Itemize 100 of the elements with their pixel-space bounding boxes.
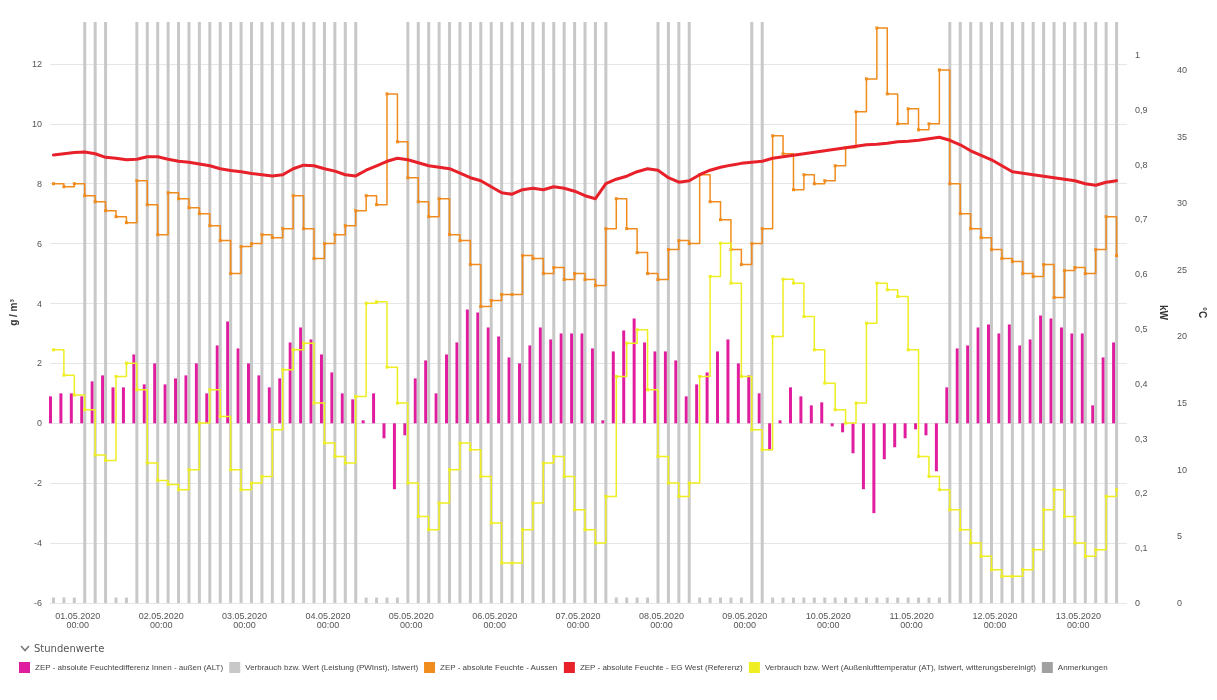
- bar: [851, 423, 855, 454]
- bar: [580, 333, 584, 424]
- bar: [1091, 405, 1095, 424]
- y-axis-title: g / m³: [7, 298, 19, 326]
- bar: [778, 420, 782, 424]
- bar: [1059, 327, 1063, 424]
- bar: [309, 339, 313, 424]
- bar: [528, 345, 532, 424]
- bar: [111, 387, 115, 424]
- y-tick-label: -4: [33, 538, 42, 549]
- bar: [486, 327, 490, 424]
- y3-tick-label: 35: [1177, 131, 1188, 142]
- bar: [663, 351, 667, 424]
- y2-tick-label: 0: [1135, 598, 1141, 608]
- bar: [914, 423, 918, 430]
- bar: [1070, 333, 1074, 424]
- bar: [893, 423, 897, 448]
- bar: [69, 393, 73, 424]
- y-tick-label: 6: [36, 238, 42, 249]
- bar: [1080, 333, 1084, 424]
- bar: [684, 396, 688, 424]
- bar: [674, 360, 678, 424]
- legend-label: ZEP - absolute Feuchte - Aussen: [440, 663, 558, 672]
- y2-tick-label: 0,1: [1135, 543, 1148, 554]
- bar: [1018, 345, 1022, 424]
- bar: [507, 357, 511, 424]
- line-series: [51, 135, 1119, 201]
- y2-tick-label: 1: [1135, 49, 1141, 60]
- y-tick-label: 10: [31, 118, 42, 129]
- y2-tick-label: 0,6: [1135, 269, 1148, 280]
- bar: [413, 378, 417, 424]
- bar: [788, 387, 792, 424]
- bar: [1101, 357, 1105, 424]
- bar: [48, 396, 52, 424]
- bar: [90, 381, 94, 424]
- bar: [1039, 315, 1043, 424]
- y3-tick-label: 15: [1177, 398, 1188, 409]
- y3-tick-label: 10: [1177, 464, 1188, 475]
- bar: [59, 393, 63, 424]
- bar: [632, 318, 636, 424]
- y-tick-label: 8: [36, 178, 42, 189]
- bar: [319, 354, 323, 424]
- bar: [121, 387, 125, 424]
- bar: [205, 393, 209, 424]
- bar: [861, 423, 865, 490]
- x-tick-label: 02.05.2020 00:00: [138, 610, 184, 630]
- bar: [361, 420, 365, 424]
- y3-tick-label: 5: [1177, 531, 1183, 542]
- x-tick-label: 08.05.2020 00:00: [638, 610, 684, 630]
- bar: [726, 339, 730, 424]
- x-tick-label: 12.05.2020 00:00: [972, 610, 1018, 630]
- bar: [153, 363, 157, 424]
- bar: [611, 351, 615, 424]
- bar: [934, 423, 938, 472]
- bar: [403, 423, 407, 436]
- bar: [570, 333, 574, 424]
- bar: [590, 348, 594, 424]
- y3-tick-label: 25: [1177, 264, 1188, 275]
- bar: [184, 375, 188, 424]
- bar: [716, 351, 720, 424]
- bar: [434, 393, 438, 424]
- bar: [966, 345, 970, 424]
- x-tick-label: 13.05.2020 00:00: [1055, 610, 1101, 630]
- y2-tick-label: 0,9: [1135, 104, 1148, 115]
- bar: [924, 423, 928, 436]
- bar: [622, 330, 626, 424]
- y2-tick-label: 0,8: [1135, 159, 1148, 170]
- y2-tick-label: 0,2: [1135, 488, 1148, 499]
- bar: [820, 402, 824, 424]
- bar: [549, 339, 553, 424]
- y3-tick-label: 40: [1177, 64, 1188, 75]
- bar: [830, 423, 834, 427]
- bar: [174, 378, 178, 424]
- bar: [236, 348, 240, 424]
- y2-axis-title: kW: [1157, 305, 1169, 321]
- bar: [247, 363, 250, 424]
- legend-title: Stundenwerte: [34, 643, 105, 654]
- bar: [194, 363, 198, 424]
- y-tick-label: 0: [36, 418, 42, 429]
- bar: [945, 387, 949, 424]
- bar: [142, 384, 146, 424]
- bar: [987, 324, 991, 424]
- bar: [643, 342, 647, 424]
- x-tick-label: 09.05.2020 00:00: [722, 610, 768, 630]
- y2-tick-label: 0,7: [1135, 214, 1148, 225]
- bar: [476, 312, 480, 424]
- bar: [267, 387, 271, 424]
- bar: [799, 396, 803, 424]
- bar: [538, 327, 542, 424]
- bar: [288, 342, 292, 424]
- y-tick-label: -2: [33, 478, 42, 489]
- x-tick-label: 01.05.2020 00:00: [55, 610, 101, 630]
- bar: [351, 399, 355, 424]
- bar: [163, 384, 167, 424]
- bar: [455, 342, 459, 424]
- y3-axis-title: °C: [1197, 306, 1209, 319]
- bar: [1049, 318, 1053, 424]
- y3-tick-label: 0: [1177, 598, 1183, 608]
- bar: [757, 393, 761, 424]
- bar: [330, 372, 334, 424]
